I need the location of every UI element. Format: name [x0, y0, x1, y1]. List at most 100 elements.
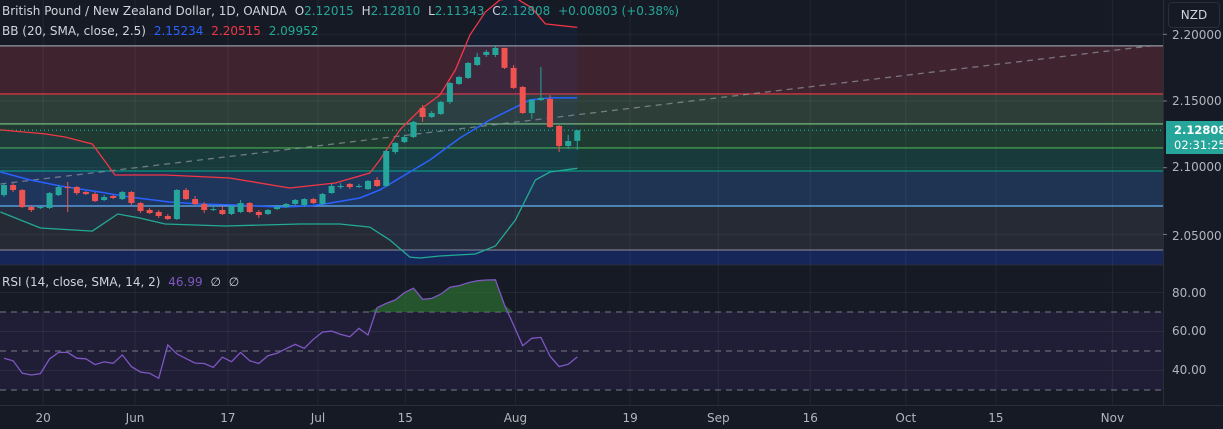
candle-down: [128, 191, 135, 204]
candle-down: [556, 125, 563, 146]
last-price: 2.12808: [1174, 123, 1223, 137]
candle-down: [183, 189, 189, 200]
candle-down: [310, 199, 317, 204]
high-value: 2.12810: [370, 4, 421, 18]
candle-down: [19, 189, 26, 208]
last-price-tag: 2.12808 02:31:25: [1166, 121, 1223, 154]
candle-up: [237, 203, 244, 212]
candle-down: [82, 191, 89, 194]
price-tick: 2.20000: [1172, 28, 1222, 42]
time-tick: 19: [622, 411, 637, 425]
time-tick: 17: [220, 411, 235, 425]
candle-up: [274, 207, 280, 210]
rsi-value-2: ∅: [210, 275, 221, 289]
close-label: C: [492, 4, 501, 18]
bb-basis-line: [0, 97, 578, 208]
candle-down: [501, 47, 508, 68]
price-tick: 2.15000: [1172, 94, 1222, 108]
fib-zone: [0, 45, 1163, 94]
candle-down: [519, 86, 526, 114]
candle-down: [110, 195, 117, 198]
candle-up: [292, 199, 299, 204]
candle-down: [92, 193, 98, 202]
candle-down: [346, 183, 353, 188]
high-label: H: [361, 4, 371, 18]
candle-up: [483, 51, 490, 55]
candle-up: [365, 181, 371, 190]
candle-up: [119, 191, 126, 200]
bb-lower-value: 2.09952: [268, 24, 319, 38]
symbol-title: British Pound / New Zealand Dollar, 1D, …: [2, 4, 287, 18]
fib-zone: [0, 93, 1163, 124]
fib-zone: [0, 147, 1163, 172]
candle-up: [456, 76, 462, 84]
candle-up: [537, 97, 544, 100]
bb-label: BB (20, SMA, close, 2.5): [2, 24, 146, 38]
candle-up: [328, 185, 335, 194]
candle-up: [210, 209, 217, 211]
rsi-value-3: ∅: [228, 275, 240, 289]
candles: [1, 44, 581, 220]
candle-down: [146, 209, 153, 214]
fib-zone: [0, 250, 1163, 265]
candle-down: [137, 203, 144, 212]
price-axis-bg: [1163, 0, 1223, 429]
candle-down: [255, 211, 262, 216]
time-tick: Aug: [504, 411, 527, 425]
candle-up: [474, 56, 481, 65]
time-tick: Nov: [1101, 411, 1124, 425]
candle-up: [528, 99, 535, 114]
fib-zone: [0, 123, 1163, 148]
grid: [0, 0, 1163, 405]
fib-zone: [0, 205, 1163, 251]
symbol-legend[interactable]: British Pound / New Zealand Dollar, 1D, …: [2, 4, 683, 18]
candle-up: [101, 197, 108, 200]
bb-legend[interactable]: BB (20, SMA, close, 2.5) 2.15234 2.20515…: [2, 24, 322, 38]
open-value: 2.12015: [304, 4, 354, 18]
price-tick: 2.05000: [1172, 229, 1222, 243]
time-tick: Sep: [707, 411, 730, 425]
rsi-tick: 80.00: [1172, 286, 1207, 300]
rsi-tick: 60.00: [1172, 324, 1207, 338]
currency-button[interactable]: NZD: [1168, 2, 1220, 28]
candle-down: [419, 107, 426, 118]
time-tick: 15: [988, 411, 1003, 425]
rsi-tick: 40.00: [1172, 363, 1207, 377]
rsi-legend[interactable]: RSI (14, close, SMA, 14, 2) 46.99 ∅ ∅: [2, 275, 243, 289]
rsi-value: 46.99: [168, 275, 203, 289]
fib-lines: [0, 45, 1163, 251]
candle-up: [1, 185, 7, 196]
candle-up: [401, 137, 408, 142]
candle-down: [64, 187, 71, 189]
time-tick: 16: [803, 411, 818, 425]
candle-up: [392, 143, 399, 152]
bb-upper-value: 2.20515: [211, 24, 261, 38]
rsi-line: [3, 279, 578, 380]
rsi-overbought-fill: [368, 279, 514, 312]
candle-down: [510, 67, 517, 88]
candle-up: [319, 193, 326, 204]
candle-down: [28, 207, 35, 210]
candle-down: [192, 199, 199, 204]
candle-up: [55, 187, 62, 196]
candle-up: [46, 193, 53, 208]
bb-lower-line: [0, 167, 578, 259]
candle-down: [201, 203, 208, 210]
close-value: 2.12808: [500, 4, 551, 18]
bar-countdown: 02:31:25: [1174, 138, 1223, 152]
rsi-label: RSI (14, close, SMA, 14, 2): [2, 275, 161, 289]
rsi-pane: [0, 264, 1223, 391]
candle-up: [465, 62, 472, 78]
bb-fill: [0, 0, 578, 258]
candle-up: [173, 189, 180, 220]
candle-up: [428, 113, 435, 118]
candle-down: [547, 98, 553, 128]
bb-basis-value: 2.15234: [153, 24, 204, 38]
candle-up: [37, 207, 44, 209]
open-label: O: [294, 4, 305, 18]
candle-down: [246, 203, 253, 212]
bollinger-bands: [0, 0, 578, 259]
time-tick: Oct: [895, 411, 916, 425]
